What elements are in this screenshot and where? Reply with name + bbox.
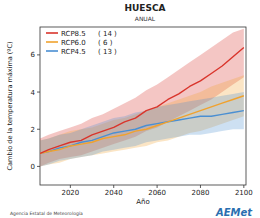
y-tick-label: 6 [31, 51, 36, 59]
y-tick [37, 166, 40, 167]
chart: HUESCA ANUAL 0 2 4 6 2020 2040 2060 2080 2100 Año Ca… [0, 0, 260, 218]
series-line [40, 96, 244, 154]
legend-label: RCP4.5 [61, 48, 86, 56]
x-tick [243, 185, 244, 188]
plot-area [40, 29, 244, 167]
subtitle: ANUAL [135, 15, 156, 22]
y-tick-label: 2 [31, 126, 35, 134]
x-tick [70, 185, 71, 188]
y-tick [37, 129, 40, 130]
y-tick [37, 92, 40, 93]
y-tick-label: 0 [31, 163, 35, 171]
x-tick-label: 2100 [235, 189, 253, 197]
legend-label: RCP6.0 [61, 39, 86, 47]
plot-frame [40, 27, 246, 185]
y-axis-label: Cambio de la temperatura máxima (ºC) [6, 42, 14, 171]
legend-swatch [46, 32, 58, 34]
x-tick-label: 2020 [61, 189, 79, 197]
x-tick-label: 2060 [148, 189, 166, 197]
series-line [40, 111, 244, 154]
x-tick-label: 2040 [105, 189, 123, 197]
legend-count: ( 6 ) [98, 39, 113, 47]
title: HUESCA [124, 3, 165, 13]
legend-count: ( 14 ) [98, 30, 117, 38]
legend-swatch [46, 50, 58, 52]
x-tick [157, 185, 158, 188]
x-tick-label: 2080 [192, 189, 210, 197]
y-tick-label: 4 [31, 89, 36, 97]
legend-swatch [46, 41, 58, 43]
x-axis-label: Año [136, 198, 150, 206]
source: Agencia Estatal de Meteorología [10, 211, 83, 216]
y-tick [37, 54, 40, 55]
x-tick [113, 185, 114, 188]
series-line [40, 47, 244, 153]
range-band [40, 92, 244, 166]
range-band [40, 75, 244, 166]
logo: AEMet [215, 207, 253, 218]
legend-label: RCP8.5 [61, 30, 86, 38]
range-band [40, 29, 244, 167]
x-tick [200, 185, 201, 188]
legend-count: ( 13 ) [98, 48, 117, 56]
